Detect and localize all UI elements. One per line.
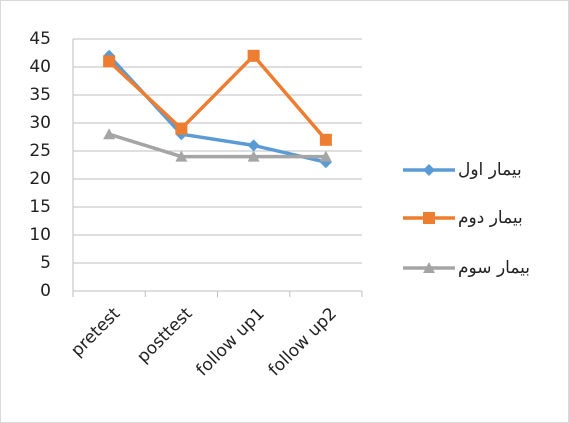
- legend-label: بیمار اول: [458, 160, 522, 180]
- marker-square: [103, 55, 115, 67]
- y-tick-label: 15: [29, 197, 51, 217]
- y-tick-label: 35: [29, 85, 51, 105]
- y-tick-label: 40: [29, 57, 51, 77]
- marker-square: [423, 212, 435, 224]
- y-tick-label: 20: [29, 169, 51, 189]
- marker-square: [320, 134, 332, 146]
- legend-label: بیمار دوم: [458, 208, 523, 228]
- y-tick-label: 30: [29, 113, 51, 133]
- y-tick-label: 0: [40, 281, 51, 301]
- y-tick-label: 10: [29, 225, 51, 245]
- y-tick-label: 45: [29, 29, 51, 49]
- legend-label: بیمار سوم: [458, 258, 530, 278]
- marker-square: [175, 123, 187, 135]
- marker-square: [248, 50, 260, 62]
- y-tick-label: 5: [40, 253, 51, 273]
- y-tick-label: 25: [29, 141, 51, 161]
- chart: 051015202530354045pretestposttestfollow …: [0, 0, 569, 423]
